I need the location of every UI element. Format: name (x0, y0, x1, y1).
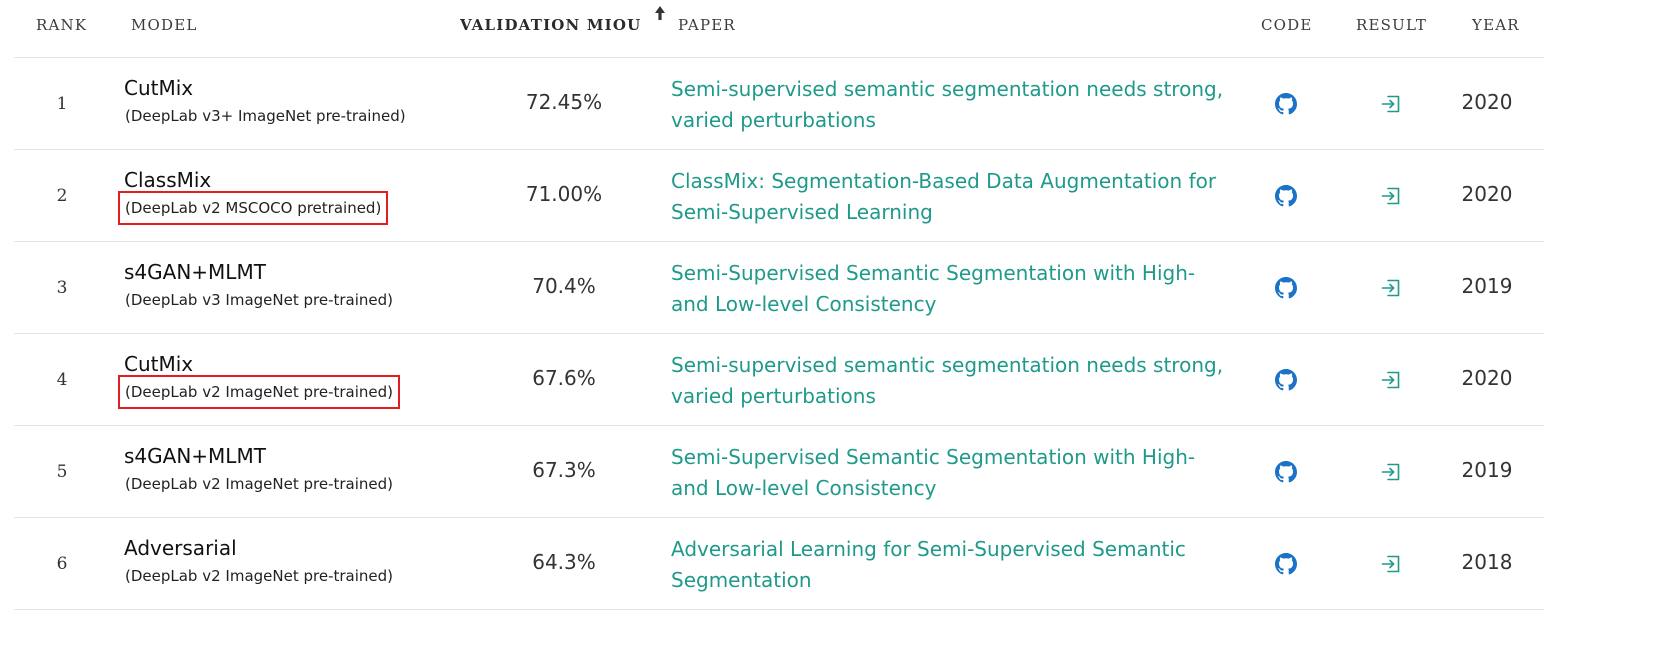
result-icon[interactable] (1380, 277, 1402, 299)
header-rank[interactable]: RANK (36, 16, 88, 34)
rank-cell: 4 (56, 370, 68, 390)
header-code: CODE (1261, 16, 1313, 34)
paper-link[interactable]: Semi-supervised semantic segmentation ne… (671, 77, 1224, 132)
header-model[interactable]: MODEL (131, 16, 198, 34)
arrow-up-icon[interactable] (654, 5, 666, 21)
model-name: Adversarial (124, 536, 237, 560)
year-cell: 2020 (1461, 90, 1513, 114)
model-subtitle: (DeepLab v2 ImageNet pre-trained) (125, 475, 394, 493)
header-validation-miou[interactable]: VALIDATION MIOU (460, 16, 642, 34)
model-name: s4GAN+MLMT (124, 260, 266, 284)
year-cell: 2019 (1461, 274, 1513, 298)
header-result: RESULT (1356, 16, 1428, 34)
table-row: 5 s4GAN+MLMT (DeepLab v2 ImageNet pre-tr… (14, 426, 1544, 518)
paper-link[interactable]: Adversarial Learning for Semi-Supervised… (671, 537, 1186, 592)
model-name: s4GAN+MLMT (124, 444, 266, 468)
model-cell: s4GAN+MLMT (DeepLab v3 ImageNet pre-trai… (124, 259, 394, 311)
paper-link[interactable]: Semi-supervised semantic segmentation ne… (671, 353, 1224, 408)
year-cell: 2020 (1461, 182, 1513, 206)
model-cell: ClassMix (DeepLab v2 MSCOCO pretrained) (117, 167, 389, 225)
github-icon[interactable] (1275, 369, 1297, 391)
miou-value: 71.00% (525, 182, 603, 206)
paper-link[interactable]: Semi-Supervised Semantic Segmentation wi… (671, 261, 1196, 316)
table-row: 4 CutMix (DeepLab v2 ImageNet pre-traine… (14, 334, 1544, 426)
model-subtitle: (DeepLab v3+ ImageNet pre-trained) (125, 107, 406, 125)
model-subtitle: (DeepLab v2 ImageNet pre-trained) (125, 567, 394, 585)
miou-value: 64.3% (532, 550, 596, 574)
github-icon[interactable] (1275, 185, 1297, 207)
year-cell: 2018 (1461, 550, 1513, 574)
model-subtitle: (DeepLab v2 ImageNet pre-trained) (117, 375, 401, 409)
table-row: 1 CutMix (DeepLab v3+ ImageNet pre-train… (14, 58, 1544, 150)
result-icon[interactable] (1380, 461, 1402, 483)
model-name: CutMix (124, 76, 194, 100)
model-cell: CutMix (DeepLab v3+ ImageNet pre-trained… (124, 75, 407, 127)
result-icon[interactable] (1380, 369, 1402, 391)
year-cell: 2019 (1461, 458, 1513, 482)
header-year: YEAR (1472, 16, 1520, 34)
rank-cell: 5 (56, 462, 68, 482)
result-icon[interactable] (1380, 553, 1402, 575)
miou-value: 70.4% (532, 274, 596, 298)
leaderboard-table: RANK MODEL VALIDATION MIOU PAPER CODE RE… (14, 0, 1544, 610)
paper-link[interactable]: ClassMix: Segmentation-Based Data Augmen… (671, 169, 1217, 224)
model-cell: s4GAN+MLMT (DeepLab v2 ImageNet pre-trai… (124, 443, 394, 495)
model-name: CutMix (124, 352, 194, 376)
model-cell: Adversarial (DeepLab v2 ImageNet pre-tra… (124, 535, 394, 587)
year-cell: 2020 (1461, 366, 1513, 390)
model-subtitle: (DeepLab v3 ImageNet pre-trained) (125, 291, 394, 309)
table-row: 3 s4GAN+MLMT (DeepLab v3 ImageNet pre-tr… (14, 242, 1544, 334)
rank-cell: 1 (56, 94, 68, 114)
github-icon[interactable] (1275, 277, 1297, 299)
table-body: 1 CutMix (DeepLab v3+ ImageNet pre-train… (14, 58, 1544, 610)
table-row: 6 Adversarial (DeepLab v2 ImageNet pre-t… (14, 518, 1544, 610)
github-icon[interactable] (1275, 553, 1297, 575)
github-icon[interactable] (1275, 93, 1297, 115)
model-cell: CutMix (DeepLab v2 ImageNet pre-trained) (117, 351, 401, 409)
table-header: RANK MODEL VALIDATION MIOU PAPER CODE RE… (14, 0, 1544, 58)
github-icon[interactable] (1275, 461, 1297, 483)
miou-value: 67.6% (532, 366, 596, 390)
model-subtitle: (DeepLab v2 MSCOCO pretrained) (117, 191, 389, 225)
paper-link[interactable]: Semi-Supervised Semantic Segmentation wi… (671, 445, 1196, 500)
model-name: ClassMix (124, 168, 212, 192)
rank-cell: 6 (56, 554, 68, 574)
miou-value: 72.45% (525, 90, 603, 114)
rank-cell: 3 (56, 278, 68, 298)
result-icon[interactable] (1380, 185, 1402, 207)
result-icon[interactable] (1380, 93, 1402, 115)
header-paper: PAPER (678, 16, 736, 34)
miou-value: 67.3% (532, 458, 596, 482)
table-row: 2 ClassMix (DeepLab v2 MSCOCO pretrained… (14, 150, 1544, 242)
rank-cell: 2 (56, 186, 68, 206)
